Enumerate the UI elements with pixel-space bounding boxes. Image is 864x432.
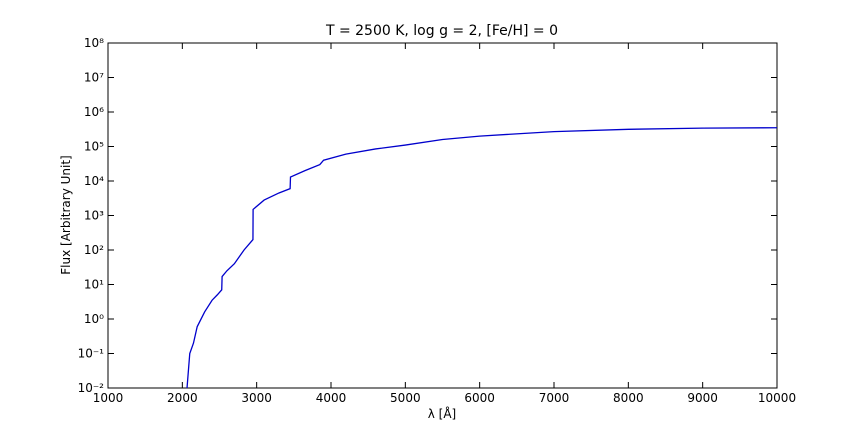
y-tick-label: 10³: [84, 209, 104, 223]
y-axis-label: Flux [Arbitrary Unit]: [59, 155, 73, 274]
plot-frame: [107, 42, 778, 389]
x-tick-label: 7000: [539, 391, 570, 405]
y-tick-label: 10⁻¹: [78, 347, 105, 361]
y-tick-label: 10²: [84, 243, 104, 257]
x-tick-label: 9000: [687, 391, 718, 405]
x-tick-label: 5000: [390, 391, 421, 405]
chart-title: T = 2500 K, log g = 2, [Fe/H] = 0: [325, 23, 558, 39]
x-tick-label: 8000: [613, 391, 644, 405]
x-tick-label: 1000: [93, 391, 124, 405]
flux-line: [186, 127, 778, 389]
y-tick-label: 10⁶: [84, 105, 104, 119]
x-tick-label: 4000: [316, 391, 347, 405]
x-tick-label: 2000: [167, 391, 198, 405]
y-tick-label: 10⁸: [84, 36, 104, 50]
x-tick-label: 3000: [241, 391, 272, 405]
y-tick-label: 10⁵: [84, 140, 104, 154]
y-tick-label: 10⁴: [84, 174, 104, 188]
y-tick-label: 10¹: [84, 278, 104, 292]
y-tick-label: 10⁻²: [78, 381, 105, 395]
x-tick-label: 6000: [464, 391, 495, 405]
y-tick-label: 10⁷: [84, 71, 104, 85]
y-tick-label: 10⁰: [84, 312, 104, 326]
x-axis-label: λ [Å]: [428, 406, 457, 421]
x-tick-label: 10000: [758, 391, 796, 405]
